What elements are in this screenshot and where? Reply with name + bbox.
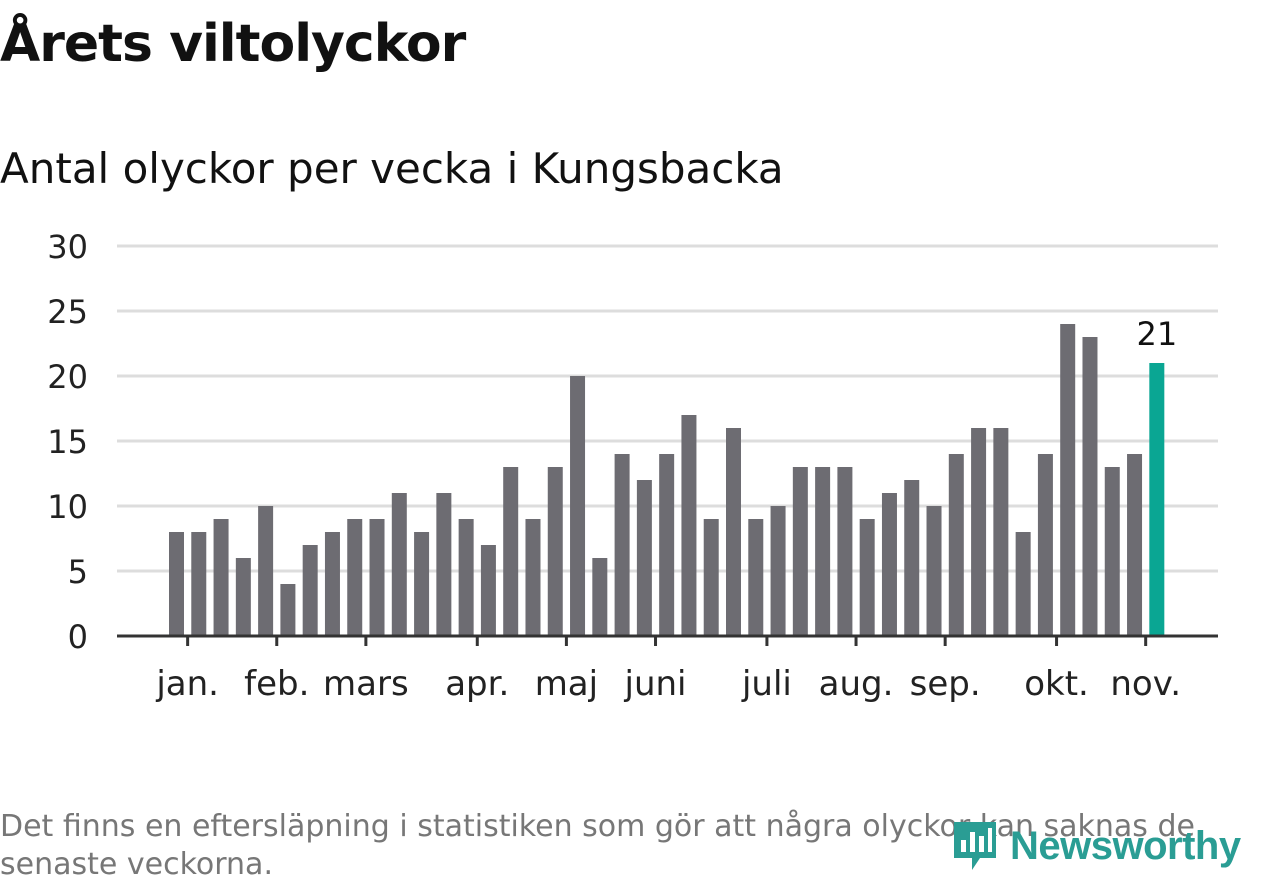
x-tick-label: maj	[535, 664, 598, 704]
bar	[926, 506, 942, 636]
x-tick-label: sep.	[910, 664, 981, 704]
x-axis-ticks: jan. feb. mars apr. maj juni juli aug. sep. okt. n…	[155, 636, 1181, 704]
x-tick-label: juli	[741, 664, 792, 704]
bar	[1082, 337, 1098, 636]
x-tick-label: aug.	[819, 664, 894, 704]
bar	[213, 519, 229, 636]
bar	[1015, 532, 1031, 636]
bar	[859, 519, 875, 636]
x-tick-label: juni	[624, 664, 687, 704]
bar	[837, 467, 853, 636]
bar	[792, 467, 808, 636]
bar	[480, 545, 496, 636]
y-tick-label: 25	[47, 293, 88, 331]
bar	[748, 519, 764, 636]
bar	[503, 467, 519, 636]
bar	[659, 454, 675, 636]
bar	[324, 532, 340, 636]
bar	[391, 493, 407, 636]
x-tick-label: feb.	[244, 664, 309, 704]
x-tick-label: mars	[323, 664, 409, 704]
bar	[547, 467, 563, 636]
x-tick-label: apr.	[445, 664, 509, 704]
bar	[436, 493, 452, 636]
bar	[614, 454, 630, 636]
x-tick-label: jan.	[155, 664, 219, 704]
bar	[726, 428, 741, 636]
bar	[169, 532, 184, 636]
bar	[948, 454, 964, 636]
bar	[258, 506, 274, 636]
y-tick-label: 0	[68, 618, 88, 656]
y-axis-ticks: 0 5 10 15 20 25 30	[47, 228, 88, 656]
bar	[369, 519, 385, 636]
chart-subtitle: Antal olyckor per vecka i Kungsbacka	[0, 144, 784, 193]
page-title: Årets viltolyckor	[0, 14, 466, 74]
bar	[302, 545, 318, 636]
bar	[525, 519, 541, 636]
bar	[1104, 467, 1120, 636]
bar	[1060, 324, 1076, 636]
bar	[703, 519, 719, 636]
newsworthy-logo: Newsworthy	[950, 818, 1241, 874]
y-tick-label: 15	[47, 423, 88, 461]
logo-text: Newsworthy	[1010, 823, 1241, 868]
bar-highlight	[1149, 363, 1165, 636]
bar	[636, 480, 652, 636]
y-tick-label: 10	[47, 488, 88, 526]
bar	[681, 415, 697, 636]
bar	[458, 519, 474, 636]
x-tick-label: okt.	[1024, 664, 1089, 704]
bar	[235, 558, 251, 636]
bar	[592, 558, 608, 636]
y-tick-label: 20	[47, 358, 88, 396]
y-tick-label: 30	[47, 228, 88, 266]
bar	[1037, 454, 1053, 636]
bar	[971, 428, 987, 636]
bar	[191, 532, 207, 636]
highlight-value-label: 21	[1136, 315, 1177, 353]
newsworthy-logo-icon	[954, 822, 996, 870]
y-tick-label: 5	[68, 553, 88, 591]
bar	[815, 467, 831, 636]
bar	[570, 376, 586, 636]
bars: 21	[169, 315, 1177, 636]
x-tick-label: nov.	[1110, 664, 1181, 704]
bar	[414, 532, 430, 636]
bar	[280, 584, 296, 636]
bar	[993, 428, 1009, 636]
bar	[1127, 454, 1143, 636]
bar	[881, 493, 897, 636]
bar	[904, 480, 920, 636]
bar	[347, 519, 363, 636]
bar	[770, 506, 786, 636]
